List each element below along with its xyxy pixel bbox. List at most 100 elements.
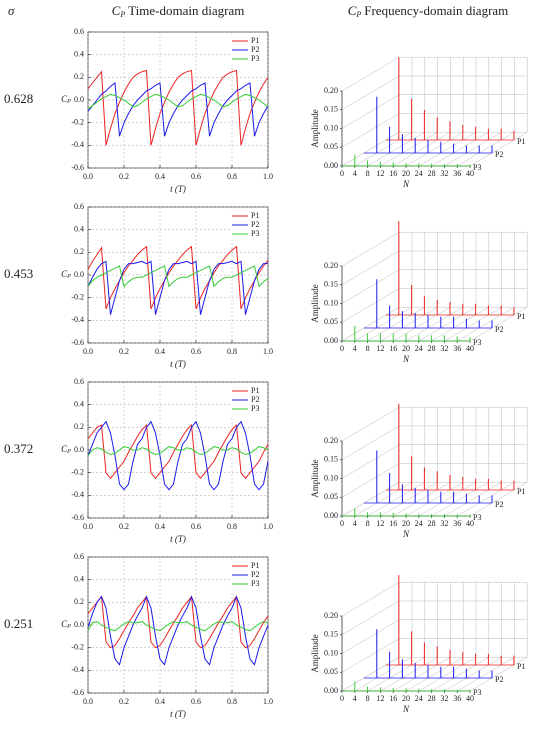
y-tick-label: 0.2 (74, 422, 84, 431)
x-tick-label: 16 (389, 344, 397, 353)
title-text: Time-domain diagram (128, 3, 244, 18)
series-label: P2 (495, 325, 503, 334)
x-axis-label: t (T) (170, 359, 186, 369)
y-tick-label: -0.4 (71, 490, 84, 499)
floor-grid-line (469, 131, 528, 167)
y-tick-label: 0.15 (324, 105, 338, 114)
legend-label: P2 (251, 220, 259, 229)
x-tick-label: 1.0 (263, 172, 273, 181)
floor-grid-line (418, 656, 477, 692)
x-tick-label: 0.4 (155, 172, 165, 181)
x-tick-label: 16 (389, 694, 397, 703)
y-axis-label: CP (61, 269, 71, 280)
x-tick-label: 0.8 (227, 522, 237, 531)
x-tick-label: 40 (466, 519, 474, 528)
y-label-symbol: C (61, 94, 68, 104)
x-tick-label: 16 (389, 169, 397, 178)
series-label: P2 (495, 675, 503, 684)
x-tick-label: 0 (340, 694, 344, 703)
wall-grid-line (341, 425, 400, 460)
x-tick-label: 0.8 (227, 347, 237, 356)
y-tick-label: 0.10 (324, 473, 338, 482)
title-symbol: C (112, 3, 121, 18)
x-tick-label: 0.8 (227, 697, 237, 706)
title-sub: P (355, 10, 361, 19)
x-tick-label: 8 (366, 519, 370, 528)
floor-grid-line (393, 656, 451, 692)
x-tick-label: 1.0 (263, 697, 273, 706)
title-text: Frequency-domain diagram (364, 3, 508, 18)
y-tick-label: 0.4 (74, 574, 84, 583)
x-tick-label: 0 (340, 169, 344, 178)
series-label: P3 (473, 338, 481, 347)
x-tick-label: 0.6 (191, 697, 201, 706)
y-label-sub: P (66, 274, 71, 280)
y-axis-label: CP (61, 94, 71, 105)
x-tick-label: 8 (366, 344, 370, 353)
x-tick-label: 0.0 (83, 697, 93, 706)
x-tick-label: 16 (389, 519, 397, 528)
wall-grid-line (341, 94, 400, 129)
y-tick-label: 0.20 (324, 436, 338, 445)
x-tick-label: 28 (428, 694, 436, 703)
x-tick-label: 36 (453, 694, 461, 703)
x-tick-label: 12 (376, 519, 384, 528)
series-label: P3 (473, 163, 481, 172)
floor-grid-line (444, 481, 502, 517)
floor-grid-line (469, 481, 528, 517)
wall-grid-line (341, 463, 400, 498)
y-axis-label: CP (61, 444, 71, 455)
x-tick-label: 0.6 (191, 347, 201, 356)
y-tick-label: -0.2 (71, 292, 84, 301)
y-tick-label: 0.05 (324, 142, 338, 151)
y-tick-label: -0.2 (71, 642, 84, 651)
floor-grid-line (405, 481, 464, 517)
floor-grid-line (457, 306, 515, 342)
x-tick-label: 36 (453, 519, 461, 528)
floor-grid-line (367, 306, 425, 342)
series-label: P2 (495, 150, 503, 159)
legend-label: P1 (251, 386, 259, 395)
y-tick-label: 0.00 (324, 336, 338, 345)
y-label-symbol: C (61, 444, 68, 454)
y-tick-label: 0.0 (74, 270, 84, 279)
x-tick-label: 20 (402, 519, 410, 528)
x-tick-label: 36 (453, 169, 461, 178)
series-line (87, 595, 269, 666)
y-tick-label: 0.20 (324, 86, 338, 95)
wall-grid-line (341, 75, 400, 110)
x-tick-label: 1.0 (263, 347, 273, 356)
wall-grid-line (341, 250, 400, 285)
y-label-sub: P (66, 449, 71, 455)
legend-label: P2 (251, 45, 259, 54)
y-label-symbol: C (61, 269, 68, 279)
y-tick-label: 0.10 (324, 123, 338, 132)
floor-grid-line (354, 131, 413, 167)
series-line (87, 245, 269, 310)
x-tick-label: 24 (415, 694, 423, 703)
wall-grid-line (341, 619, 400, 654)
floor-grid-line (393, 481, 451, 517)
x-axis-label: N (402, 704, 410, 714)
wall-grid-line (341, 56, 400, 92)
legend-label: P3 (251, 579, 259, 588)
y-tick-label: 0.15 (324, 630, 338, 639)
y-tick-label: 0.05 (324, 317, 338, 326)
y-tick-label: -0.6 (71, 163, 84, 172)
wall-grid-line (341, 288, 400, 323)
x-tick-label: 0.2 (119, 522, 129, 531)
x-tick-label: 0.2 (119, 347, 129, 356)
x-tick-label: 32 (440, 519, 448, 528)
series-line (87, 423, 269, 480)
y-tick-label: 0.20 (324, 261, 338, 270)
floor-grid-line (380, 656, 438, 692)
floor-grid-line (457, 131, 515, 167)
x-tick-label: 24 (415, 519, 423, 528)
x-tick-label: 4 (353, 344, 357, 353)
wall-grid-line (341, 131, 400, 167)
x-tick-label: 4 (353, 169, 357, 178)
floor-grid-line (405, 656, 464, 692)
sigma-value: 0.372 (4, 441, 33, 456)
x-tick-label: 24 (415, 169, 423, 178)
